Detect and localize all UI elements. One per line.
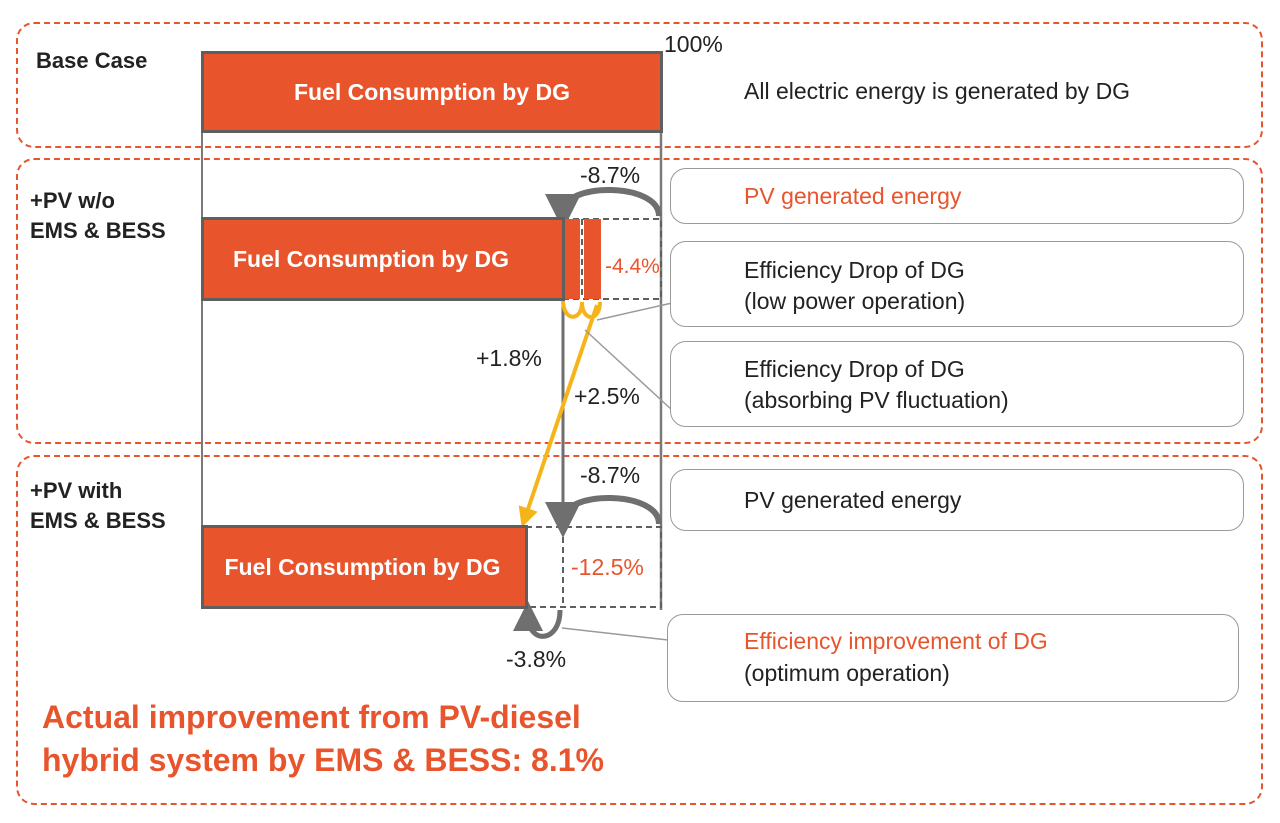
bar-pv-without-fuel: Fuel Consumption by DG (201, 217, 565, 301)
summary-line-1: Actual improvement from PV-diesel (42, 699, 581, 735)
pv-with-efficiency-improvement: -3.8% (506, 646, 567, 672)
callout-efficiency-low-power-line-1: Efficiency Drop of DG (744, 257, 965, 283)
bar-base-label: Fuel Consumption by DG (294, 78, 570, 105)
pv-without-efficiency-low-power: +1.8% (476, 345, 542, 371)
summary-line-2: hybrid system by EMS & BESS: 8.1% (42, 742, 604, 778)
section-pv-without-ems (16, 158, 1263, 444)
callout-efficiency-low-power-line-2: (low power operation) (744, 288, 966, 314)
efficiency-improve-arrow (513, 601, 563, 639)
bar-pv-with-fuel: Fuel Consumption by DG (201, 525, 528, 609)
base-case-label: Base Case (36, 46, 147, 76)
pv-arrow-top (545, 187, 662, 230)
pv-with-label-line-2: EMS & BESS (30, 508, 166, 533)
pv-with-label-line-1: +PV with (30, 478, 123, 503)
pv-without-label-line-1: +PV w/o (30, 188, 115, 213)
pv-without-efficiency-fluctuation: +2.5% (574, 383, 640, 409)
bar-pv-without-label: Fuel Consumption by DG (233, 245, 509, 272)
callout-pv-generated-2-text: PV generated energy (744, 487, 962, 513)
bar-pv-with-label: Fuel Consumption by DG (224, 553, 501, 580)
pv-arrow-bottom (545, 495, 662, 538)
callout-pv-generated-1-text: PV generated energy (744, 183, 962, 209)
pv-without-label: +PV w/o EMS & BESS (30, 186, 166, 246)
base-percent-label: 100% (664, 31, 723, 57)
section-pv-with-ems (16, 455, 1263, 805)
yellow-long-arrow (518, 304, 599, 528)
callout-pv-generated-1: PV generated energy (670, 168, 1244, 224)
section-base-case (16, 22, 1263, 148)
callout-efficiency-low-power: Efficiency Drop of DG (low power operati… (670, 241, 1244, 327)
leader-line-efficiency-fluct (584, 329, 673, 411)
callout-efficiency-improvement: Efficiency improvement of DG (optimum op… (667, 614, 1239, 702)
callout-efficiency-improvement-line-2: (optimum operation) (744, 660, 950, 686)
leader-line-efficiency-low (596, 302, 673, 321)
pv-without-pv-energy: -8.7% (580, 162, 641, 188)
pv-with-label: +PV with EMS & BESS (30, 476, 166, 536)
bar-pv-without-extra-1 (565, 219, 580, 299)
callout-efficiency-improvement-line-1: Efficiency improvement of DG (744, 628, 1048, 654)
bar-base-fuel: Fuel Consumption by DG (201, 51, 663, 133)
bar-pv-without-extra-2 (584, 219, 601, 299)
pv-with-net-change: -12.5% (571, 554, 644, 580)
pv-without-net-change: -4.4% (605, 255, 660, 278)
base-description: All electric energy is generated by DG (744, 78, 1131, 104)
yellow-curl-left (561, 299, 584, 319)
pv-without-label-line-2: EMS & BESS (30, 218, 166, 243)
pv-with-pv-energy: -8.7% (580, 462, 641, 488)
callout-efficiency-fluctuation-line-2: (absorbing PV fluctuation) (744, 387, 1009, 413)
callout-efficiency-fluctuation-line-1: Efficiency Drop of DG (744, 356, 965, 382)
base-case-label-line: Base Case (36, 48, 148, 73)
leader-line-efficiency-improve (561, 627, 669, 641)
callout-pv-generated-2: PV generated energy (670, 469, 1244, 531)
callout-efficiency-fluctuation: Efficiency Drop of DG (absorbing PV fluc… (670, 341, 1244, 427)
